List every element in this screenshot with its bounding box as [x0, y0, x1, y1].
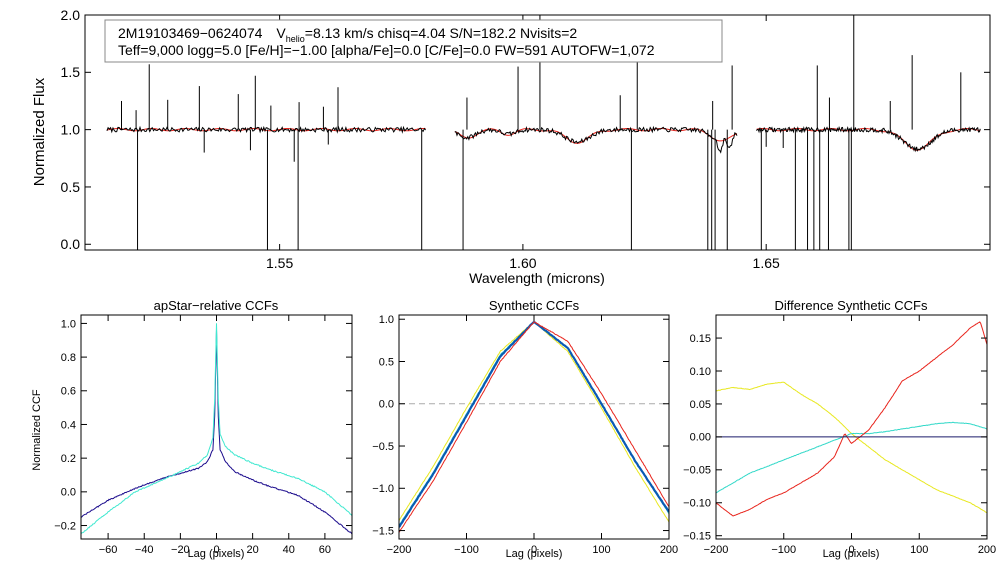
- ccf-series-cyan: [81, 323, 352, 535]
- y-tick-label: 0.2: [61, 453, 76, 465]
- y-tick-label: −1.0: [372, 483, 394, 495]
- annotation-box: [104, 19, 723, 63]
- synthetic-ccf-axes-frame: [398, 314, 670, 540]
- observed-spectrum-line: [454, 125, 738, 154]
- synthetic-ccf-ticks: −200 −100 0 100 200 −1.5 −1.0 −0.5 0.0 0.5 1.0: [372, 314, 678, 556]
- spectrum-panel: 1.55 1.60 1.65 0.0 0.5 1.0 1.5 2.0 2M19103469−0…: [31, 7, 991, 286]
- ccf-series-yellow: [399, 320, 669, 523]
- y-tick-label: 0.00: [690, 432, 711, 444]
- difference-ccf-title: Difference Synthetic CCFs: [775, 298, 928, 313]
- apstar-ccf-ylabel: Normalized CCF: [31, 389, 43, 471]
- apstar-ccf-xlabel: Lag (pixels): [188, 548, 245, 560]
- synthetic-ccf-panel: −200 −100 0 100 200 −1.5 −1.0 −0.5 0.0 0.5 1.0 Syn…: [372, 298, 678, 560]
- x-tick-label: 20: [247, 544, 259, 556]
- difference-ccf-panel: −200 −100 0 100 200 −0.15 −0.10 −0.05 0.00 0.05 0.…: [683, 298, 996, 560]
- x-tick-label: 1.65: [753, 255, 780, 271]
- y-tick-label: 2.0: [61, 7, 81, 23]
- x-tick-label: 0: [531, 544, 537, 556]
- x-tick-label: 0: [213, 544, 219, 556]
- x-tick-label: −100: [771, 544, 796, 556]
- synthetic-ccf-xlabel: Lag (pixels): [506, 548, 563, 560]
- y-tick-label: 1.0: [61, 122, 81, 138]
- difference-ccf-ticks: −200 −100 0 100 200 −0.15 −0.10 −0.05 0.00 0.05 0.…: [683, 315, 996, 556]
- observed-spectrum-line: [756, 125, 981, 153]
- apstar-ccf-data-layer: [81, 323, 352, 535]
- x-tick-label: 1.60: [509, 255, 536, 271]
- x-tick-label: 1.55: [266, 255, 293, 271]
- y-tick-label: 0.15: [690, 333, 711, 345]
- x-tick-label: −100: [454, 544, 479, 556]
- apstar-ccf-title: apStar−relative CCFs: [154, 298, 279, 313]
- y-tick-label: −0.10: [683, 498, 711, 510]
- y-tick-label: 0.0: [61, 236, 81, 252]
- observed-spectrum-line: [106, 125, 426, 134]
- x-tick-label: −20: [171, 544, 190, 556]
- y-tick-label: 0.05: [690, 399, 711, 411]
- y-tick-label: −0.05: [683, 465, 711, 477]
- y-tick-label: 0.5: [61, 179, 81, 195]
- apstar-ccf-ticks: −60 −40 −20 0 20 40 60 −0.2 0.0 0.2 0.4 0.6 0.8 1.0: [54, 315, 352, 556]
- spectrum-ticks: 1.55 1.60 1.65 0.0 0.5 1.0 1.5 2.0: [61, 7, 990, 271]
- x-tick-label: 200: [978, 544, 996, 556]
- x-tick-label: −60: [99, 544, 118, 556]
- spectrum-xlabel: Wavelength (microns): [469, 270, 605, 286]
- spectrum-data-layer: [106, 15, 981, 250]
- y-tick-label: 0.8: [61, 352, 76, 364]
- apstar-ccf-panel: −60 −40 −20 0 20 40 60 −0.2 0.0 0.2 0.4 0.6 0.8 1.0 a…: [31, 298, 353, 560]
- y-tick-label: 0.5: [379, 356, 394, 368]
- y-tick-label: 0.0: [61, 487, 76, 499]
- ccf-series-blue: [399, 320, 669, 528]
- difference-ccf-xlabel: Lag (pixels): [823, 548, 880, 560]
- x-tick-label: 200: [660, 544, 678, 556]
- ccf-series-cyan: [399, 320, 669, 526]
- ccf-series-red: [716, 321, 987, 517]
- x-tick-label: −40: [135, 544, 154, 556]
- difference-ccf-data-layer: [716, 321, 987, 517]
- spectrum-axes-frame: [84, 14, 991, 251]
- ccf-series-red: [399, 321, 669, 533]
- y-tick-label: 1.5: [61, 64, 81, 80]
- synthetic-ccf-data-layer: [399, 320, 669, 533]
- x-tick-label: 60: [319, 544, 331, 556]
- x-tick-label: 40: [283, 544, 295, 556]
- synthetic-ccf-title: Synthetic CCFs: [489, 298, 580, 313]
- ccf-series-yellow: [716, 381, 987, 514]
- y-tick-label: 0.6: [61, 386, 76, 398]
- y-tick-label: 1.0: [379, 314, 394, 326]
- x-tick-label: 100: [592, 544, 610, 556]
- ccf-series-cyan: [716, 421, 987, 494]
- y-tick-label: −0.2: [54, 520, 76, 532]
- annotation-line1: 2M19103469−0624074 Vhelio=8.13 km/s chisq…: [118, 25, 577, 44]
- y-tick-label: −0.15: [683, 531, 711, 543]
- y-tick-label: 0.10: [690, 366, 711, 378]
- spectrum-ylabel: Normalized Flux: [31, 77, 48, 186]
- x-tick-label: −200: [387, 544, 412, 556]
- x-tick-label: −200: [704, 544, 729, 556]
- y-tick-label: 1.0: [61, 318, 76, 330]
- x-tick-label: 100: [910, 544, 928, 556]
- annotation-line2: Teff=9,000 logg=5.0 [Fe/H]=−1.00 [alpha/…: [118, 42, 655, 58]
- y-tick-label: 0.4: [61, 419, 76, 431]
- y-tick-label: −1.5: [372, 525, 394, 537]
- y-tick-label: 0.0: [379, 399, 394, 411]
- x-tick-label: 0: [848, 544, 854, 556]
- ccf-series-navy: [81, 329, 352, 535]
- y-tick-label: −0.5: [372, 441, 394, 453]
